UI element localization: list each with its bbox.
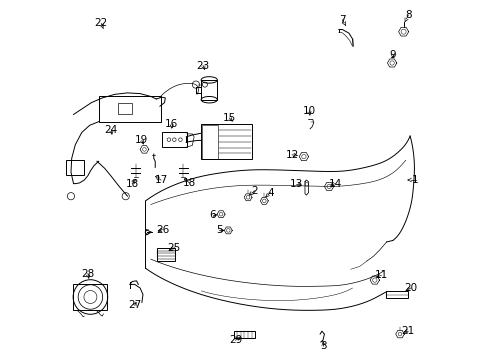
Text: 28: 28	[81, 269, 94, 279]
Bar	[385, 291, 407, 298]
Text: 9: 9	[389, 50, 395, 60]
Text: 6: 6	[209, 210, 216, 220]
Text: 15: 15	[223, 113, 236, 123]
Text: 8: 8	[404, 10, 411, 20]
Text: 26: 26	[156, 225, 169, 235]
Text: 17: 17	[154, 175, 167, 185]
Text: 20: 20	[404, 283, 417, 293]
Bar	[201, 124, 251, 159]
Text: 24: 24	[104, 125, 118, 135]
Text: 10: 10	[302, 106, 315, 116]
Text: 13: 13	[289, 179, 303, 189]
Text: 27: 27	[128, 300, 141, 310]
Text: 7: 7	[338, 15, 345, 25]
Bar	[201, 80, 217, 100]
Bar	[118, 103, 132, 114]
Text: 22: 22	[94, 18, 108, 28]
Text: 14: 14	[328, 179, 341, 189]
Text: 2: 2	[251, 186, 257, 196]
Bar	[233, 331, 255, 338]
Bar	[157, 248, 174, 261]
Text: 29: 29	[228, 335, 242, 345]
Text: 16: 16	[165, 119, 178, 129]
Text: 23: 23	[196, 60, 209, 71]
Text: 11: 11	[374, 270, 387, 280]
Text: 12: 12	[285, 150, 298, 160]
Text: 25: 25	[167, 243, 181, 253]
Text: 1: 1	[411, 175, 418, 185]
Bar	[99, 96, 160, 122]
Bar	[162, 132, 186, 147]
Text: 18: 18	[183, 178, 196, 188]
Bar	[73, 284, 106, 310]
Text: 5: 5	[216, 225, 222, 235]
Bar	[66, 160, 84, 175]
Text: 19: 19	[135, 135, 148, 145]
Text: 4: 4	[266, 188, 273, 198]
Text: 3: 3	[320, 341, 326, 351]
Text: 18: 18	[125, 179, 139, 189]
Text: 21: 21	[401, 326, 414, 336]
Bar	[202, 125, 218, 159]
